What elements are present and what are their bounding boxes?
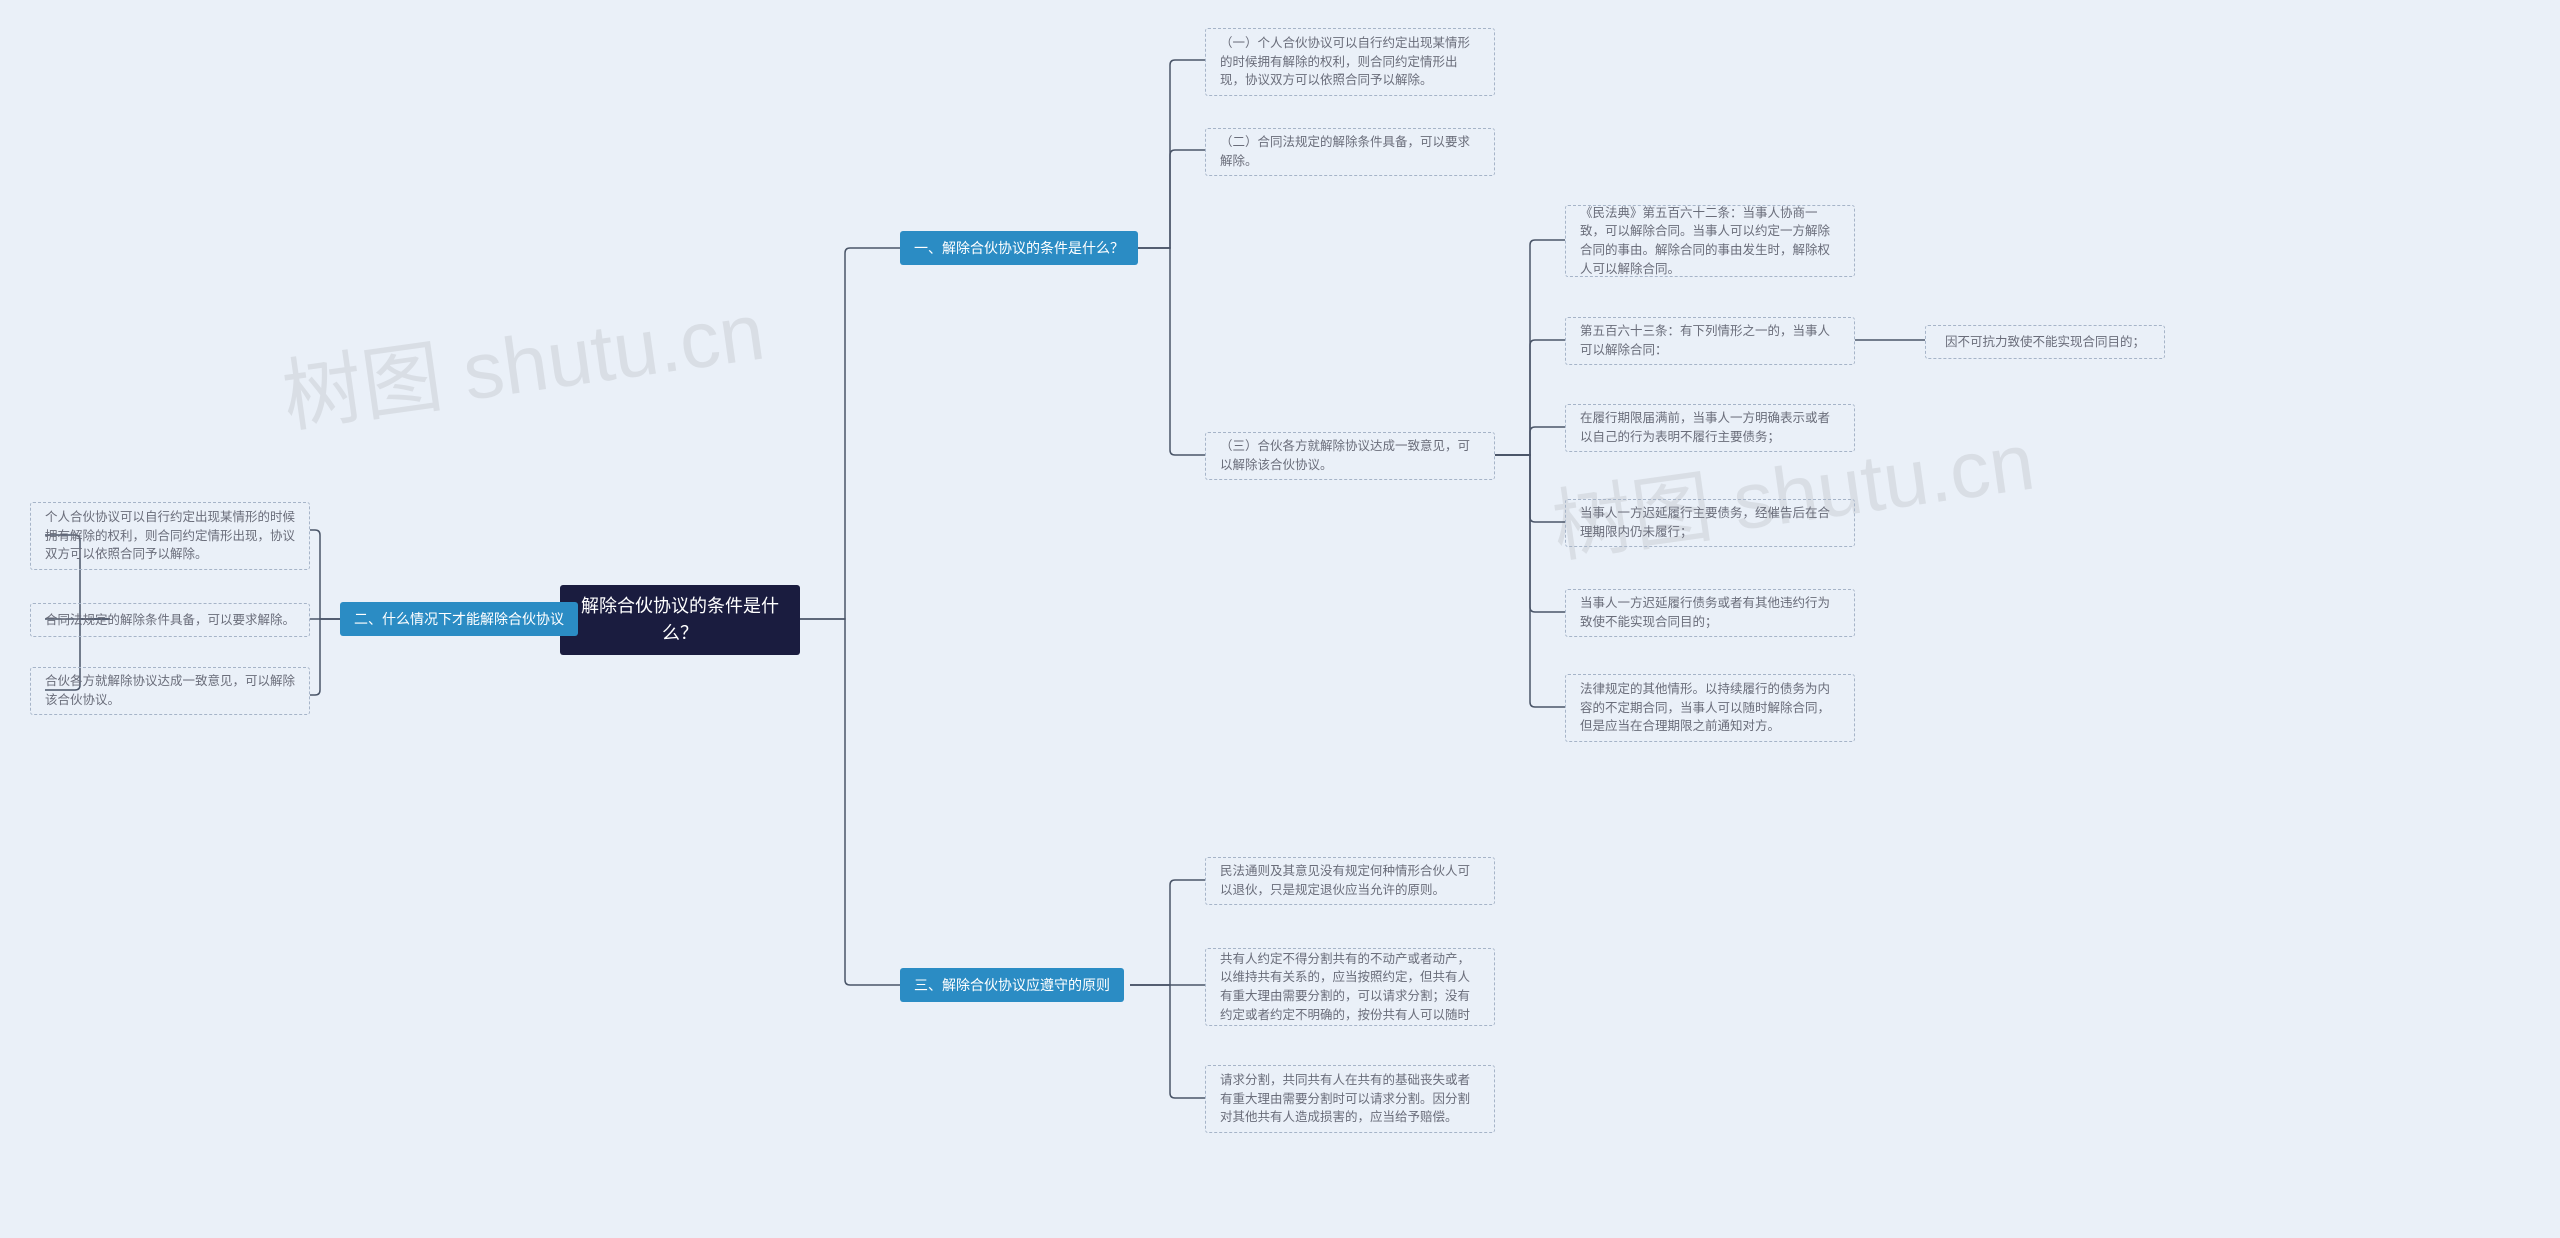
leaf-r1-c3-d1[interactable]: 《民法典》第五百六十二条：当事人协商一致，可以解除合同。当事人可以约定一方解除合… [1565, 205, 1855, 277]
leaf-r2-c1[interactable]: 民法通则及其意见没有规定何种情形合伙人可以退伙，只是规定退伙应当允许的原则。 [1205, 857, 1495, 905]
root-node[interactable]: 解除合伙协议的条件是什么？ [560, 585, 800, 655]
leaf-r1-c3-d2-e1[interactable]: 因不可抗力致使不能实现合同目的； [1925, 325, 2165, 359]
leaf-r1-c2[interactable]: （二）合同法规定的解除条件具备，可以要求解除。 [1205, 128, 1495, 176]
watermark: 树图 shutu.cn [274, 267, 770, 449]
leaf-r1-c1[interactable]: （一）个人合伙协议可以自行约定出现某情形的时候拥有解除的权利，则合同约定情形出现… [1205, 28, 1495, 96]
leaf-r2-c2[interactable]: 共有人约定不得分割共有的不动产或者动产，以维持共有关系的，应当按照约定，但共有人… [1205, 948, 1495, 1026]
branch-left-1[interactable]: 二、什么情况下才能解除合伙协议 [340, 602, 578, 636]
branch-right-2[interactable]: 三、解除合伙协议应遵守的原则 [900, 968, 1124, 1002]
leaf-l1-c3[interactable]: 合伙各方就解除协议达成一致意见，可以解除该合伙协议。 [30, 667, 310, 715]
leaf-r1-c3-d6[interactable]: 法律规定的其他情形。以持续履行的债务为内容的不定期合同，当事人可以随时解除合同，… [1565, 674, 1855, 742]
leaf-r1-c3-d3[interactable]: 在履行期限届满前，当事人一方明确表示或者以自己的行为表明不履行主要债务； [1565, 404, 1855, 452]
leaf-l1-c2[interactable]: 合同法规定的解除条件具备，可以要求解除。 [30, 603, 310, 637]
branch-right-1[interactable]: 一、解除合伙协议的条件是什么？ [900, 231, 1138, 265]
leaf-l1-c1[interactable]: 个人合伙协议可以自行约定出现某情形的时候拥有解除的权利，则合同约定情形出现，协议… [30, 502, 310, 570]
leaf-r1-c3-d2[interactable]: 第五百六十三条：有下列情形之一的，当事人可以解除合同： [1565, 317, 1855, 365]
leaf-r1-c3-d5[interactable]: 当事人一方迟延履行债务或者有其他违约行为致使不能实现合同目的； [1565, 589, 1855, 637]
leaf-r2-c3[interactable]: 请求分割，共同共有人在共有的基础丧失或者有重大理由需要分割时可以请求分割。因分割… [1205, 1065, 1495, 1133]
leaf-r1-c3[interactable]: （三）合伙各方就解除协议达成一致意见，可以解除该合伙协议。 [1205, 432, 1495, 480]
leaf-r1-c3-d4[interactable]: 当事人一方迟延履行主要债务，经催告后在合理期限内仍未履行； [1565, 499, 1855, 547]
